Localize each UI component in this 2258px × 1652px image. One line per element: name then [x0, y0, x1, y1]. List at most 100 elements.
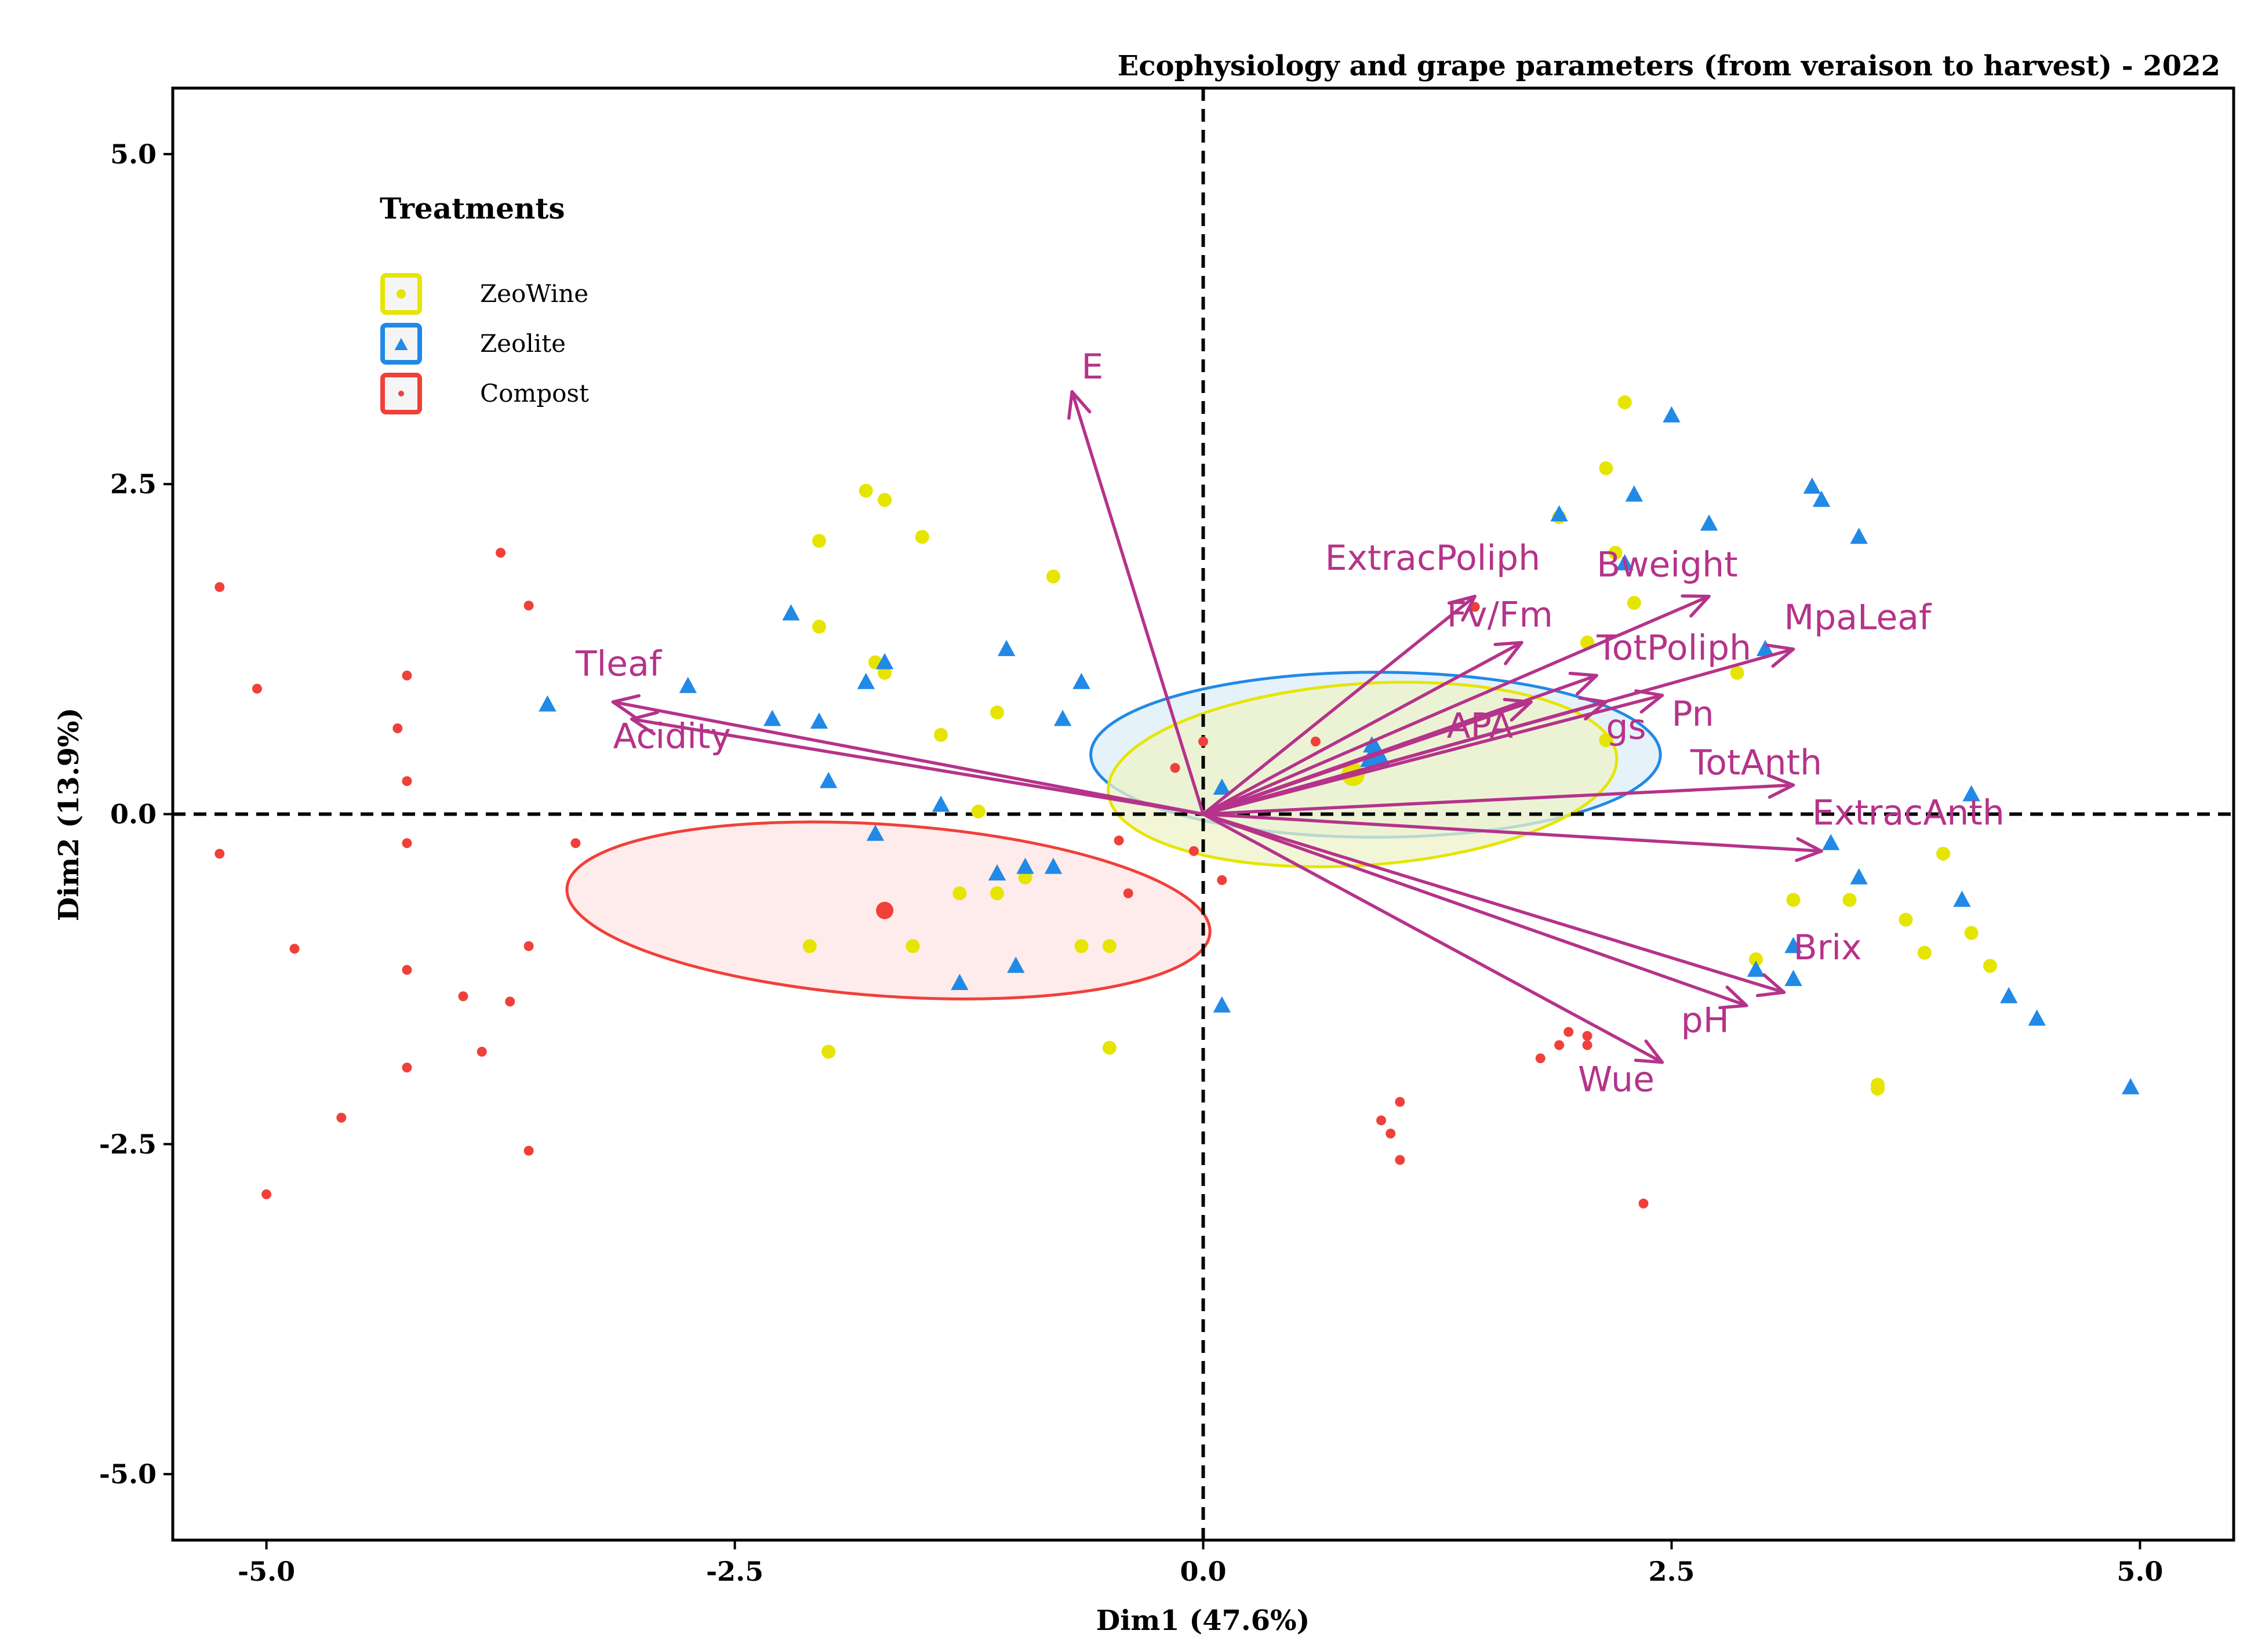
point-compost-21 — [1170, 763, 1180, 773]
x-tick-label: -2.5 — [706, 1556, 763, 1587]
point-zeolite-36 — [1999, 987, 2018, 1003]
point-compost-8 — [402, 965, 412, 975]
point-zeolite-27 — [1213, 996, 1231, 1013]
individual-points — [214, 395, 2140, 1209]
arrow-head — [1755, 973, 1786, 998]
arrow-head — [1766, 773, 1795, 799]
variable-label-wue: Wue — [1578, 1060, 1655, 1100]
legend-label: Compost — [480, 379, 589, 407]
arrow-head — [1067, 390, 1092, 420]
point-compost-12 — [496, 548, 506, 558]
arrow-head — [1681, 594, 1711, 618]
point-zeowine-20 — [812, 534, 826, 548]
arrow-shaft — [630, 717, 1205, 816]
group-means — [876, 738, 1391, 919]
point-compost-36 — [1395, 1155, 1405, 1165]
point-zeolite-16 — [763, 709, 781, 726]
point-compost-7 — [402, 838, 412, 849]
point-zeolite-10 — [997, 639, 1016, 656]
point-zeolite-32 — [1953, 890, 1971, 907]
arrow-brix — [1201, 812, 1786, 998]
point-compost-6 — [402, 776, 412, 787]
point-zeowine-34 — [1102, 939, 1117, 954]
point-zeolite-31 — [1850, 868, 1868, 885]
point-zeowine-28 — [990, 886, 1004, 901]
variable-label-bweight: Bweight — [1597, 545, 1737, 585]
point-compost-28 — [1563, 1027, 1574, 1037]
point-zeolite-9 — [782, 604, 800, 621]
point-zeolite-5 — [1850, 527, 1868, 544]
point-compost-24 — [1217, 875, 1227, 885]
arrow-fv-fm — [1201, 641, 1523, 816]
arrow-head — [1568, 671, 1598, 696]
point-compost-34 — [1376, 1115, 1387, 1126]
point-zeolite-38 — [2122, 1078, 2140, 1094]
point-zeowine-25 — [878, 665, 892, 680]
point-compost-3 — [289, 944, 300, 954]
plot-content: E Tleaf Acidity ExtracPoliph Fv/Fm Bweight Mpa… — [173, 88, 2234, 1540]
point-zeowine-8 — [1786, 893, 1801, 907]
point-compost-18 — [477, 1046, 487, 1057]
point-zeolite-26 — [1007, 956, 1025, 973]
variable-label-tleaf: Tleaf — [575, 643, 663, 684]
point-compost-16 — [505, 996, 515, 1007]
point-zeowine-27 — [934, 727, 948, 742]
arrow-extracpoliph — [1201, 595, 1477, 816]
point-compost-15 — [523, 941, 534, 951]
point-zeowine-18 — [859, 483, 873, 498]
legend-entry-compost: Compost — [380, 373, 589, 414]
x-tick-label: 5.0 — [2117, 1556, 2163, 1587]
point-compost-35 — [1386, 1129, 1396, 1139]
point-zeowine-21 — [915, 530, 929, 544]
y-tick-label: -5.0 — [99, 1458, 157, 1490]
point-compost-5 — [392, 723, 403, 733]
variable-label-acidity: Acidity — [613, 716, 730, 757]
variable-label-extracpoliph: ExtracPoliph — [1325, 538, 1541, 578]
arrow-e — [1067, 390, 1205, 816]
variable-label-brix: Brix — [1794, 927, 1862, 968]
point-zeowine-10 — [1899, 912, 1913, 927]
point-zeowine-22 — [1046, 569, 1060, 584]
point-compost-20 — [1198, 736, 1208, 747]
legend-key-marker — [397, 289, 406, 299]
point-compost-11 — [261, 1189, 272, 1199]
point-zeolite-6 — [1550, 505, 1568, 522]
point-zeowine-30 — [1018, 870, 1032, 885]
point-zeolite-4 — [1812, 490, 1831, 507]
variable-label-gs: gs — [1606, 707, 1646, 748]
point-compost-29 — [1554, 1040, 1565, 1050]
arrow-apa — [1201, 698, 1533, 816]
x-tick-label: -5.0 — [238, 1556, 295, 1587]
arrow-shaft — [1070, 390, 1205, 816]
point-zeowine-16 — [1870, 1082, 1885, 1096]
legend-label: ZeoWine — [480, 279, 588, 308]
point-zeolite-17 — [810, 712, 828, 729]
y-tick-label: -2.5 — [99, 1129, 157, 1160]
x-axis-title: Dim1 (47.6%) — [1096, 1604, 1310, 1637]
legend-title: Treatments — [380, 191, 565, 225]
arrow-head — [1634, 1039, 1664, 1064]
point-zeolite-20 — [932, 795, 950, 812]
point-compost-17 — [458, 991, 468, 1002]
point-compost-4 — [402, 670, 412, 681]
point-compost-37 — [1638, 1198, 1649, 1209]
point-zeolite-21 — [866, 824, 885, 841]
point-zeolite-19 — [819, 772, 838, 788]
arrow-shaft — [1201, 812, 1823, 853]
arrow-pn — [1201, 689, 1664, 816]
point-zeowine-0 — [1617, 395, 1632, 409]
point-compost-0 — [214, 582, 225, 592]
variable-label-extracanth: ExtracAnth — [1812, 793, 2005, 834]
point-zeowine-6 — [1730, 665, 1744, 680]
arrow-shaft — [1201, 641, 1523, 816]
point-compost-9 — [402, 1062, 412, 1073]
variable-label-mpaleaf: MpaLeaf — [1784, 598, 1932, 638]
arrow-head — [1493, 641, 1523, 665]
legend-key-marker — [394, 338, 408, 350]
point-compost-14 — [570, 838, 581, 849]
point-zeolite-33 — [1784, 937, 1802, 954]
point-compost-19 — [523, 1145, 534, 1156]
arrow-shaft — [1201, 812, 1786, 994]
y-axis-ticks: -5.0 -2.5 0.0 2.5 5.0 — [99, 139, 173, 1490]
arrow-shaft — [1201, 595, 1477, 816]
